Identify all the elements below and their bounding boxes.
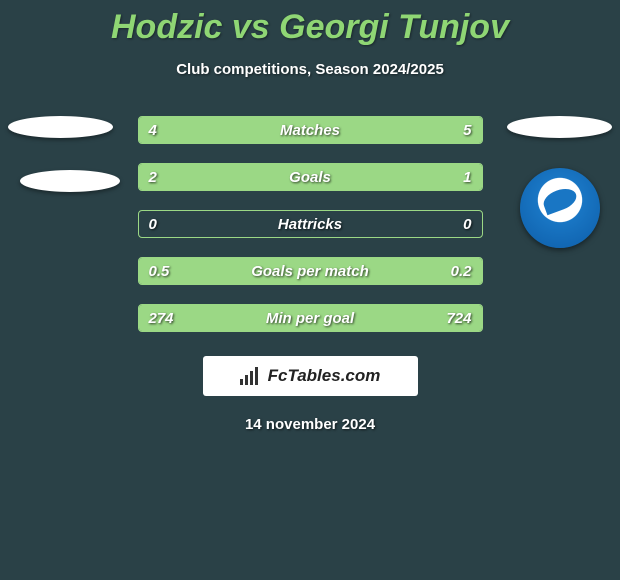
content-area: 4 5 Matches 2 1 Goals 0 0 Hattricks 0.5 0.2 Goals p… xyxy=(0,116,620,433)
stat-value-left: 274 xyxy=(149,310,174,327)
player-left-badge xyxy=(8,116,113,138)
stat-value-right: 1 xyxy=(463,169,471,186)
stat-value-right: 0 xyxy=(463,216,471,233)
date-label: 14 november 2024 xyxy=(0,416,620,433)
stat-label: Goals per match xyxy=(251,263,369,280)
comparison-title: Hodzic vs Georgi Tunjov xyxy=(0,0,620,47)
player-left-badge-2 xyxy=(20,170,120,192)
comparison-subtitle: Club competitions, Season 2024/2025 xyxy=(0,61,620,78)
stat-value-right: 724 xyxy=(446,310,471,327)
stat-bar: 0 0 Hattricks xyxy=(138,210,483,238)
bar-fill-left xyxy=(139,164,369,190)
bar-chart-icon xyxy=(240,367,262,385)
stat-value-left: 0 xyxy=(149,216,157,233)
stat-bar: 4 5 Matches xyxy=(138,116,483,144)
player-right-badge xyxy=(507,116,612,138)
stat-label: Goals xyxy=(289,169,331,186)
brand-text: FcTables.com xyxy=(268,366,381,386)
bar-fill-left xyxy=(139,117,290,143)
stat-bar: 274 724 Min per goal xyxy=(138,304,483,332)
stat-bar: 0.5 0.2 Goals per match xyxy=(138,257,483,285)
stat-label: Hattricks xyxy=(278,216,342,233)
club-logo-pescara xyxy=(520,168,600,248)
stat-value-right: 5 xyxy=(463,122,471,139)
stat-bars: 4 5 Matches 2 1 Goals 0 0 Hattricks 0.5 0.2 Goals p… xyxy=(138,116,483,332)
stat-value-left: 0.5 xyxy=(149,263,170,280)
brand-box[interactable]: FcTables.com xyxy=(203,356,418,396)
stat-bar: 2 1 Goals xyxy=(138,163,483,191)
stat-label: Min per goal xyxy=(266,310,354,327)
stat-value-left: 4 xyxy=(149,122,157,139)
stat-value-right: 0.2 xyxy=(451,263,472,280)
stat-value-left: 2 xyxy=(149,169,157,186)
stat-label: Matches xyxy=(280,122,340,139)
